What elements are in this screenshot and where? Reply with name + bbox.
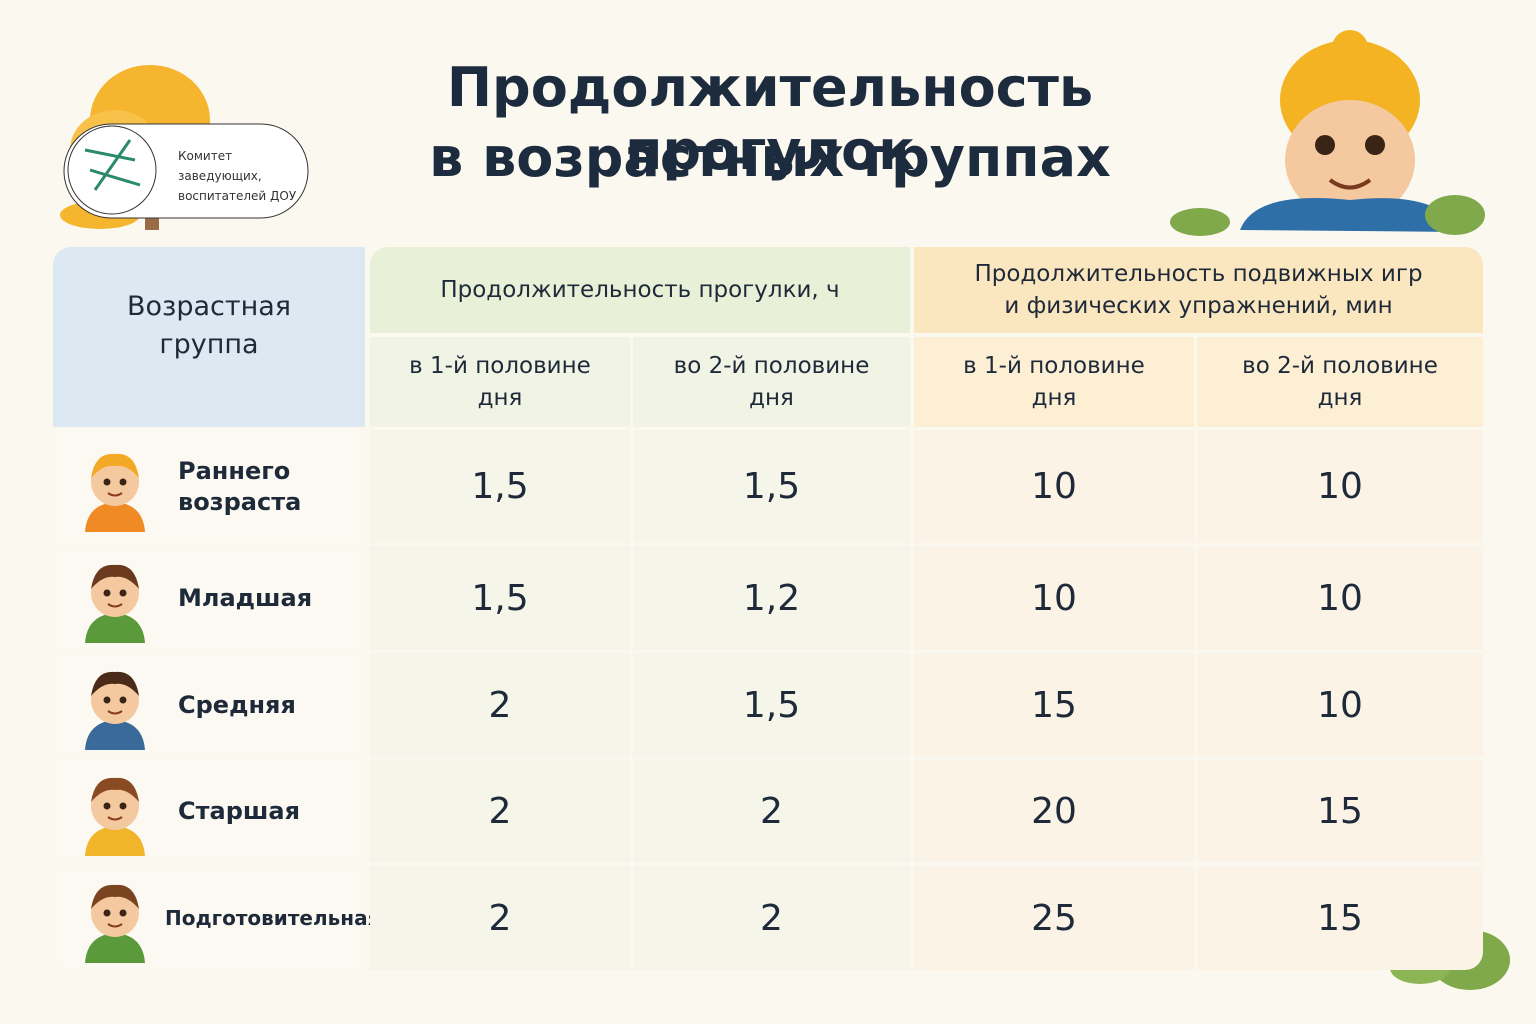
avatar [85, 884, 145, 963]
value-cell: 15 [1197, 760, 1483, 862]
row-label-line: Старшая [178, 796, 300, 825]
header-text: во 2-й половине [1242, 353, 1438, 379]
corner-header: Возрастная группа [53, 247, 365, 427]
title: в возрастных группах [429, 126, 1111, 189]
value-cell: 10 [1197, 653, 1483, 757]
column-header: во 2-й половине дня [1197, 337, 1483, 427]
value-cell: 2 [370, 653, 630, 757]
header-text: Продолжительность подвижных игр [974, 261, 1423, 287]
logo-line: воспитателей ДОУ [178, 189, 297, 203]
row-label-line: Младшая [178, 583, 313, 612]
value-cell: 1,2 [633, 546, 910, 650]
value-cell: 2 [370, 866, 630, 970]
avatar [85, 777, 145, 856]
header-text: дня [1317, 385, 1363, 411]
value-cell: 20 [914, 760, 1194, 862]
value-cell: 25 [914, 866, 1194, 970]
avatar [85, 453, 145, 532]
row-label-line: Средняя [178, 690, 296, 719]
header-text: в 1-й половине [963, 353, 1145, 379]
row-label: Подготовительная [165, 866, 380, 970]
value-cell: 10 [1197, 546, 1483, 650]
header-text: дня [1031, 385, 1077, 411]
row-label: Старшая [178, 760, 300, 862]
avatar [85, 671, 145, 750]
column-header: в 1-й половине дня [370, 337, 630, 427]
header-text: во 2-й половине [673, 353, 870, 379]
value-cell: 10 [1197, 430, 1483, 543]
row-label: Младшая [178, 546, 312, 650]
logo-text: Комитет заведующих, воспитателей ДОУ [178, 146, 296, 206]
row-label-line: Подготовительная [165, 905, 381, 930]
value-cell: 10 [914, 430, 1194, 543]
value-cell: 15 [914, 653, 1194, 757]
value-cell: 1,5 [370, 430, 630, 543]
value-cell: 10 [914, 546, 1194, 650]
header-text: в 1-й половине [409, 353, 591, 379]
column-header: во 2-й половине дня [633, 337, 910, 427]
avatar [85, 564, 145, 643]
column-header: в 1-й половине дня [914, 337, 1194, 427]
row-label: Средняя [178, 653, 296, 757]
row-label: Раннего возраста [178, 430, 301, 543]
group-header: Продолжительность подвижных игр и физичес… [914, 247, 1483, 333]
header-text: дня [477, 385, 523, 411]
value-cell: 1,5 [370, 546, 630, 650]
title: Продолжительность прогулок [446, 56, 1094, 182]
logo-line: Комитет [178, 149, 233, 163]
header-text: и физических упражнений, мин [1004, 293, 1393, 319]
value-cell: 2 [633, 760, 910, 862]
header-text: Возрастная [126, 291, 292, 322]
header-text: группа [159, 329, 259, 360]
row-label-line: возраста [178, 487, 302, 516]
logo-line: заведующих, [178, 169, 262, 183]
value-cell: 2 [370, 760, 630, 862]
group-header: Продолжительность прогулки, ч [370, 247, 910, 333]
header-text: дня [749, 385, 794, 411]
row-label-line: Раннего [178, 456, 291, 485]
value-cell: 2 [633, 866, 910, 970]
value-cell: 15 [1197, 866, 1483, 970]
header-text: Продолжительность прогулки, ч [440, 277, 840, 303]
value-cell: 1,5 [633, 430, 910, 543]
value-cell: 1,5 [633, 653, 910, 757]
